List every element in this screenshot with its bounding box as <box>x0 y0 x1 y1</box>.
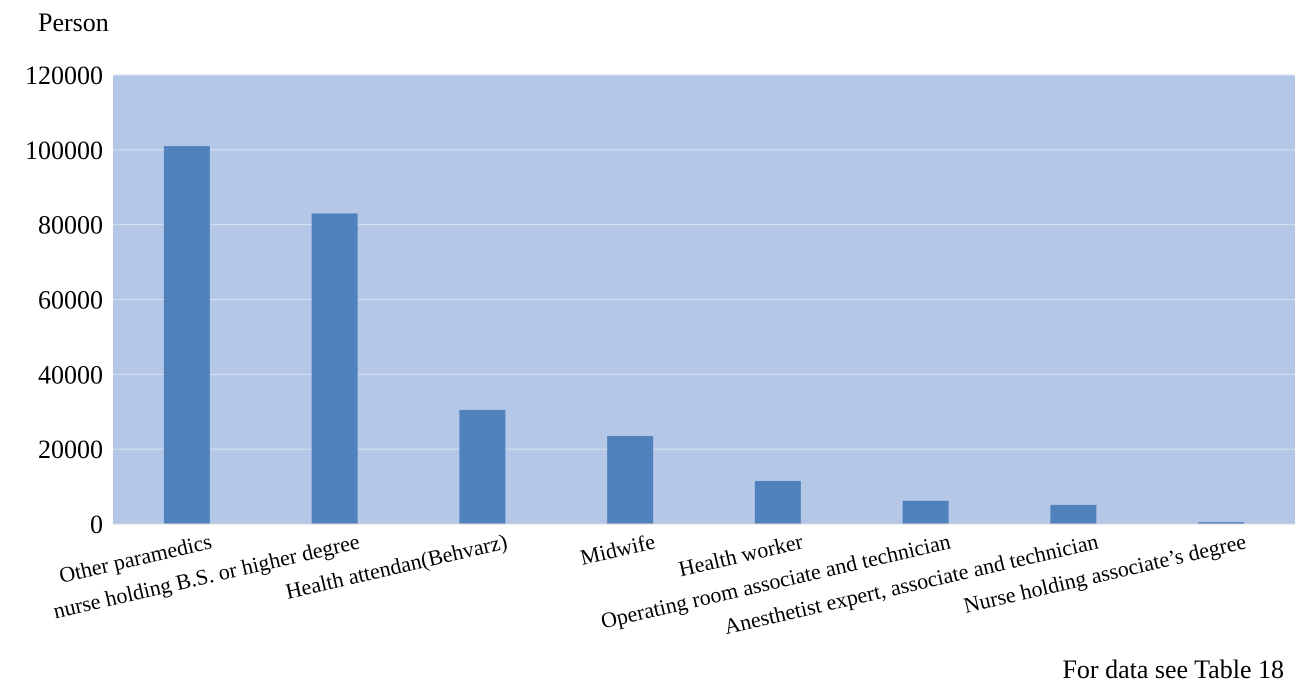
footnote: For data see Table 18 <box>1062 655 1284 684</box>
bar <box>754 480 801 524</box>
bar <box>311 213 358 525</box>
bar <box>1198 522 1245 524</box>
y-tick-label: 40000 <box>38 360 103 389</box>
y-tick-label: 20000 <box>38 435 103 464</box>
bar <box>459 409 506 524</box>
y-tick-label: 120000 <box>25 61 103 90</box>
bar <box>163 146 210 524</box>
bar <box>1050 504 1097 524</box>
y-axis-label: Person <box>38 8 109 37</box>
bar <box>607 436 654 524</box>
y-tick-label: 100000 <box>25 136 103 165</box>
x-tick-label: Midwife <box>578 529 657 570</box>
y-tick-label: 80000 <box>38 211 103 240</box>
y-tick-label: 0 <box>90 510 103 539</box>
bar <box>902 500 949 524</box>
y-tick-label: 60000 <box>38 286 103 315</box>
